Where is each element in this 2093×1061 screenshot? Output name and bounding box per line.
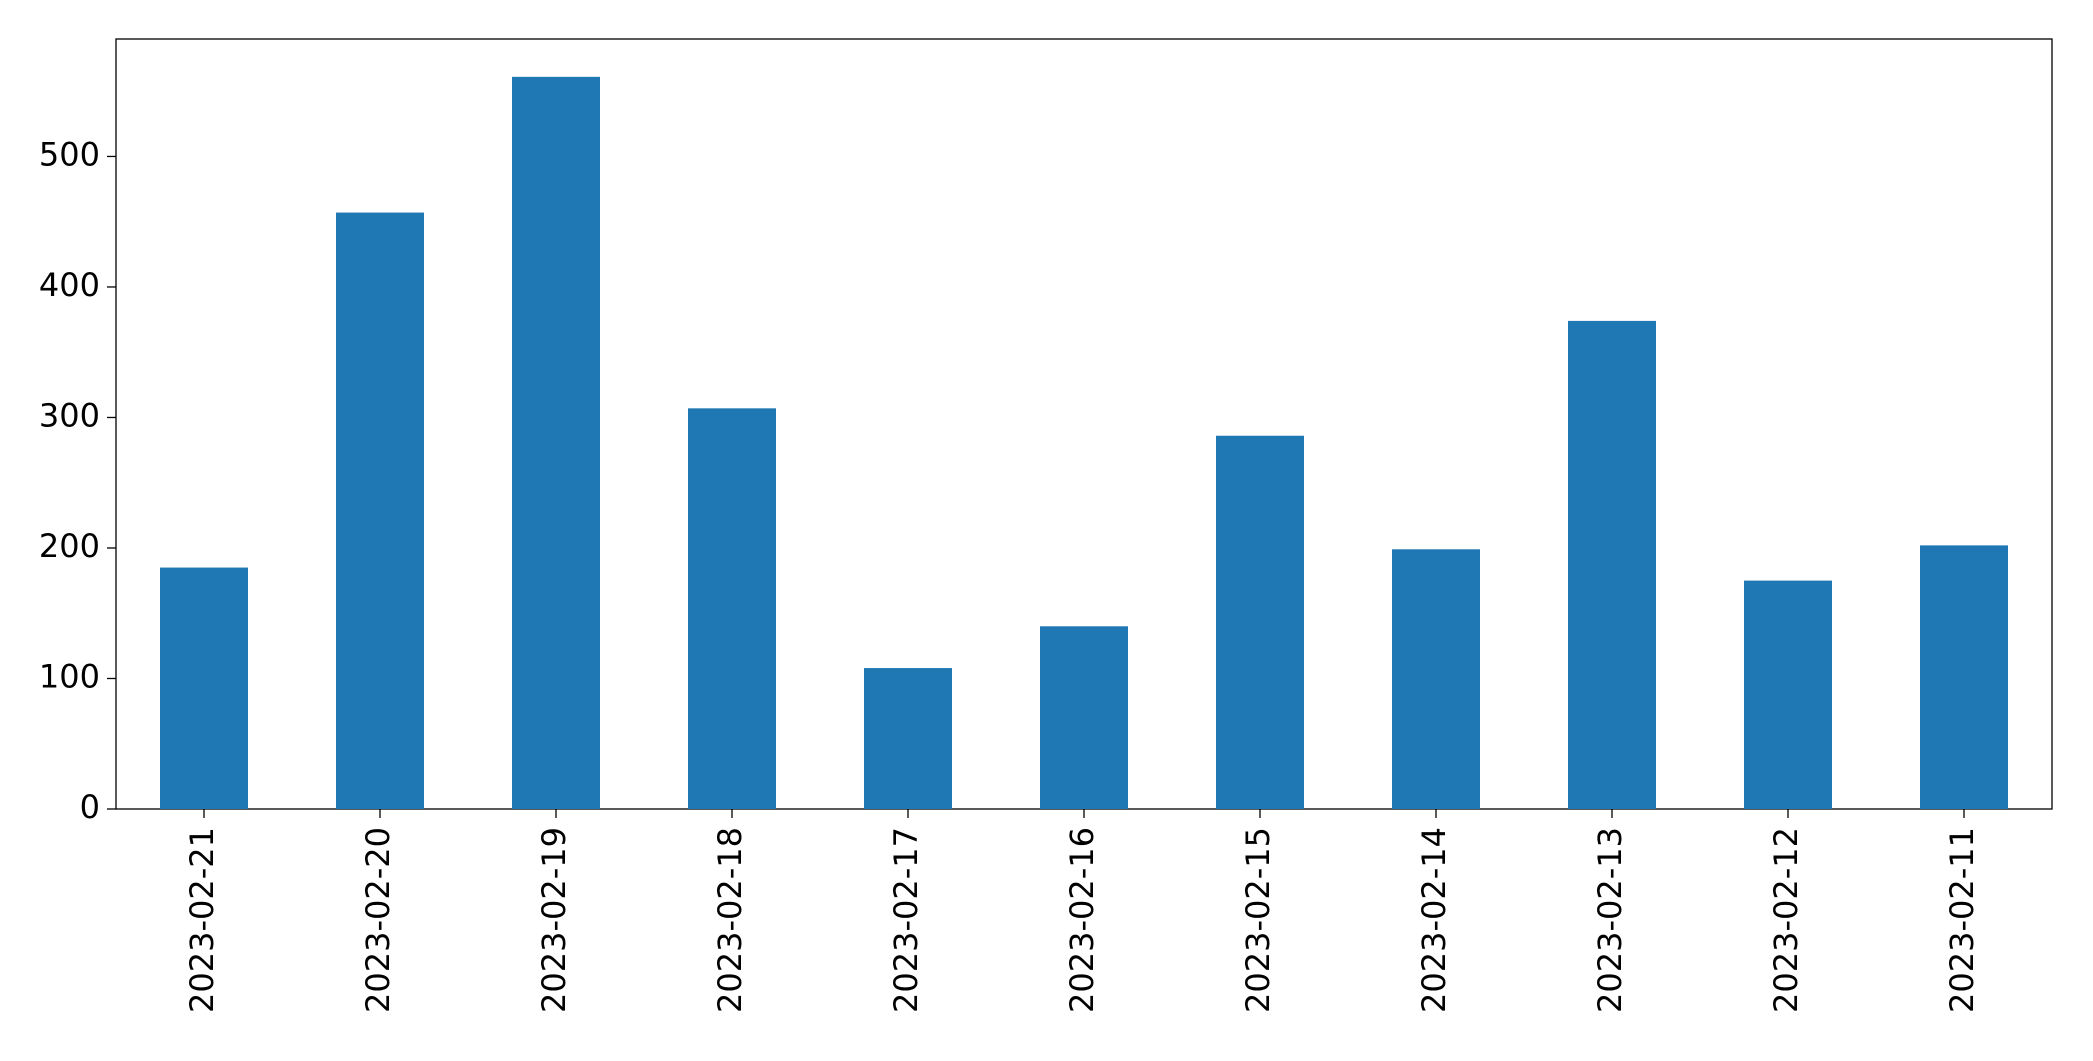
bar (1920, 545, 2008, 809)
bar (160, 567, 248, 809)
bar (864, 668, 952, 809)
bar (1392, 549, 1480, 809)
bar (1040, 626, 1128, 809)
x-tick-label: 2023-02-20 (359, 827, 397, 1013)
y-tick-label: 100 (39, 657, 100, 695)
bar (336, 212, 424, 809)
y-tick-label: 0 (80, 788, 100, 826)
x-tick-label: 2023-02-13 (1591, 827, 1629, 1013)
x-tick-label: 2023-02-11 (1943, 827, 1981, 1013)
x-tick-label: 2023-02-15 (1239, 827, 1277, 1013)
x-tick-label: 2023-02-21 (183, 827, 221, 1013)
x-tick-label: 2023-02-16 (1063, 827, 1101, 1013)
x-tick-label: 2023-02-12 (1767, 827, 1805, 1013)
x-tick-label: 2023-02-17 (887, 827, 925, 1013)
y-tick-label: 500 (39, 135, 100, 173)
bar (1744, 580, 1832, 809)
x-tick-label: 2023-02-18 (711, 827, 749, 1013)
y-tick-label: 300 (39, 396, 100, 434)
y-tick-label: 400 (39, 266, 100, 304)
bar (688, 408, 776, 809)
x-tick-label: 2023-02-14 (1415, 827, 1453, 1013)
bar (1216, 435, 1304, 809)
x-tick-label: 2023-02-19 (535, 827, 573, 1013)
bar (1568, 320, 1656, 809)
bar (512, 76, 600, 809)
y-tick-label: 200 (39, 527, 100, 565)
